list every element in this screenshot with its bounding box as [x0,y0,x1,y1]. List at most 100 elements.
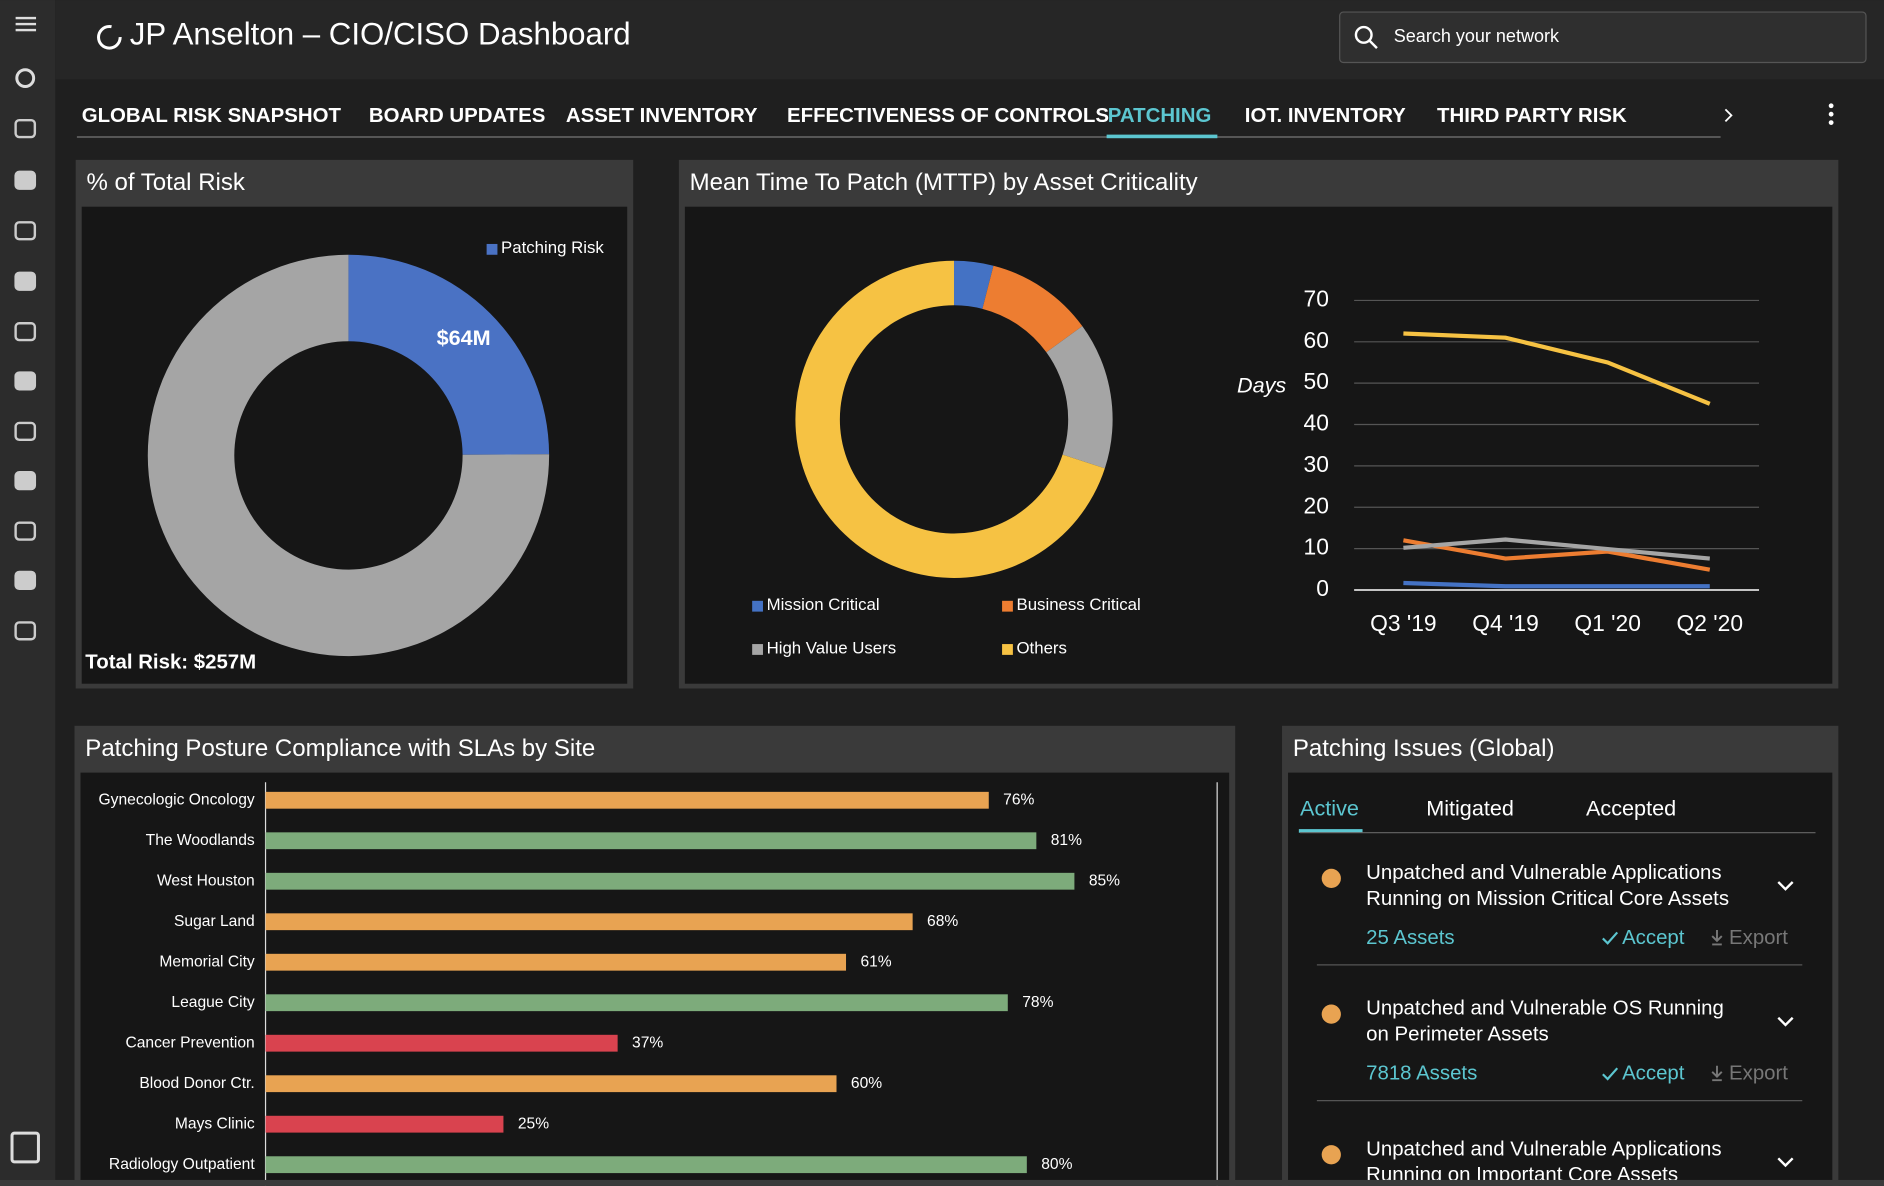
search-box[interactable] [1339,11,1867,64]
tab[interactable]: IOT. INVENTORY [1245,105,1406,127]
x-tick-label: Q4 '19 [1472,610,1539,636]
bar [265,1075,837,1093]
search-icon [1368,40,1378,49]
y-axis-label: Days [1237,373,1286,398]
legend-swatch [1002,644,1013,655]
issue-tab[interactable]: Active [1300,796,1359,821]
export-action[interactable]: Export [1729,1063,1788,1085]
value-label: 81% [1051,832,1082,849]
line-series [1403,538,1711,572]
category-label: Memorial City [159,953,255,970]
tab-scroll[interactable] [1724,108,1733,123]
tab-indicator [1298,829,1363,833]
tab-indicator [1106,134,1218,139]
x-tick-label: Q2 '20 [1677,610,1744,636]
category-label: The Woodlands [146,832,255,849]
value-label: 76% [1003,791,1034,808]
search-icon [1354,25,1373,44]
category-label: Radiology Outpatient [109,1156,255,1173]
check-icon [1602,931,1619,945]
nav-icon[interactable] [14,271,37,291]
donut-slice [954,260,994,309]
expand-chevron[interactable] [1777,1016,1794,1027]
y-tick-label: 10 [1304,534,1329,560]
export-action[interactable]: Export [1729,927,1788,949]
nav-icon[interactable] [14,521,37,541]
issue-title: Unpatched and Vulnerable Applications [1366,862,1721,884]
category-label: Blood Donor Ctr. [139,1075,254,1092]
bar [265,994,1008,1012]
line-series [1403,331,1711,406]
donut-slice [348,254,550,455]
panel-title: Mean Time To Patch (MTTP) by Asset Criti… [690,169,1198,196]
nav-icon[interactable] [14,118,37,139]
more-menu[interactable] [1828,103,1834,126]
y-tick-label: 70 [1304,285,1329,311]
page-title: JP Anselton – CIO/CISO Dashboard [130,16,631,51]
nav-icon[interactable] [14,471,37,491]
bar [265,872,1075,890]
nav-icon[interactable] [14,621,37,641]
legend-label: Others [1016,638,1066,657]
tab[interactable]: BOARD UPDATES [369,105,545,127]
tab[interactable]: ASSET INVENTORY [566,105,758,127]
bar [265,1034,618,1052]
bar [265,953,847,971]
donut-slice [147,254,550,657]
nav-icon[interactable] [14,221,37,241]
export-icon [1711,1065,1723,1082]
legend-label: Business Critical [1016,595,1140,614]
category-label: Cancer Prevention [125,1034,254,1051]
bar [265,913,913,931]
panel-title: % of Total Risk [87,169,246,196]
bar [265,791,989,809]
x-tick-label: Q1 '20 [1574,610,1641,636]
issue-title: Unpatched and Vulnerable Applications [1366,1138,1721,1160]
panel-title: Patching Issues (Global) [1293,735,1555,762]
issue-tab[interactable]: Accepted [1586,796,1676,821]
category-label: Gynecologic Oncology [99,791,255,808]
nav-icon[interactable] [10,1131,40,1164]
legend-label: High Value Users [767,638,897,657]
nav-icon[interactable] [14,371,37,391]
line-series [1403,580,1710,589]
asset-count[interactable]: 25 Assets [1366,927,1454,949]
issue-title: Running on Mission Critical Core Assets [1366,888,1729,910]
accept-action[interactable]: Accept [1622,927,1685,949]
nav-icon[interactable] [14,570,37,590]
nav-icon[interactable] [14,421,37,442]
bug-icon [1321,1004,1341,1024]
tab[interactable]: GLOBAL RISK SNAPSHOT [82,105,342,127]
category-label: Sugar Land [174,913,255,930]
tab[interactable]: PATCHING [1108,105,1212,127]
nav-icon[interactable] [14,170,37,190]
nav-icon[interactable] [15,68,36,89]
search-placeholder[interactable]: Search your network [1394,26,1560,46]
menu-icon[interactable] [15,22,37,26]
value-label: 78% [1022,994,1053,1011]
value-label: 85% [1089,872,1120,889]
donut-slice [982,265,1083,353]
total-label: Total Risk: $257M [85,652,256,674]
issue-tab[interactable]: Mitigated [1426,796,1514,821]
nav-icon[interactable] [14,322,37,342]
tab[interactable]: EFFECTIVENESS OF CONTROLS [787,105,1109,127]
category-label: Mays Clinic [175,1115,255,1132]
y-tick-label: 60 [1304,327,1329,353]
asset-count[interactable]: 7818 Assets [1366,1063,1477,1085]
legend-swatch [486,243,498,255]
tab[interactable]: THIRD PARTY RISK [1437,105,1627,127]
category-label: League City [171,994,255,1011]
bar [265,1156,1027,1174]
expand-chevron[interactable] [1777,1157,1794,1168]
value-label: 61% [860,953,891,970]
legend-swatch [1002,600,1013,612]
expand-chevron[interactable] [1777,881,1794,891]
check-icon [1602,1067,1619,1081]
value-label: 25% [518,1115,549,1132]
accept-action[interactable]: Accept [1622,1063,1685,1085]
line-series [1403,537,1710,561]
menu-icon[interactable] [15,16,37,20]
menu-icon[interactable] [15,28,37,32]
